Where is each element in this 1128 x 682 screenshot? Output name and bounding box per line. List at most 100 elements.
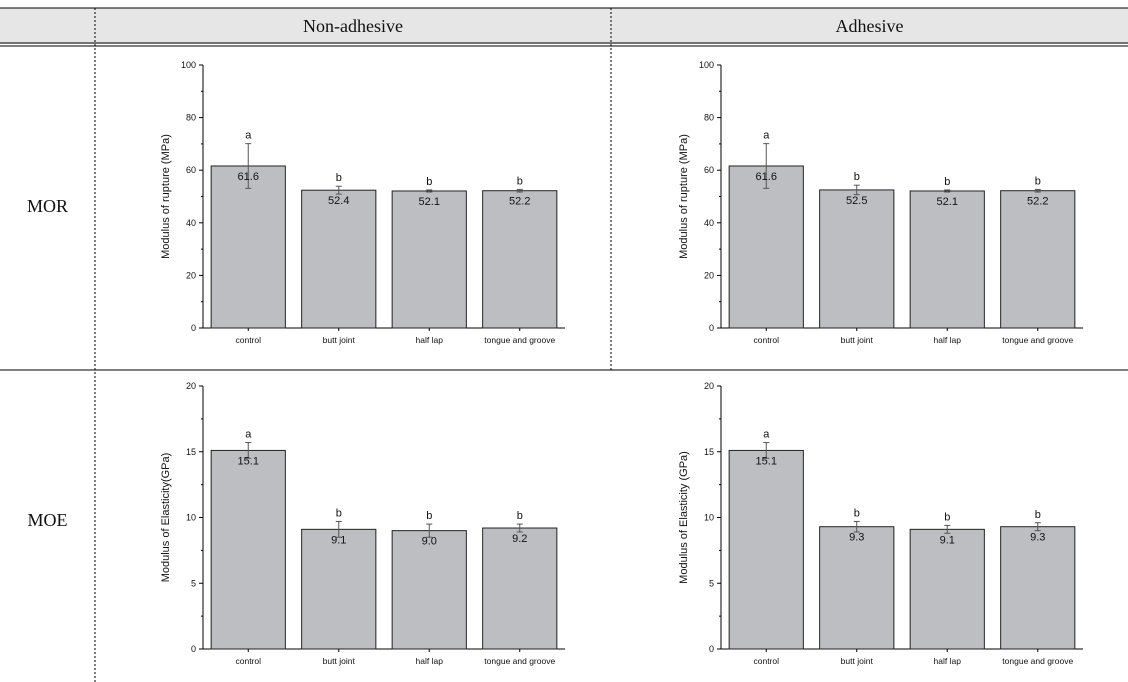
x-tick-label: tongue and groove: [484, 656, 555, 666]
y-tick-label: 20: [186, 381, 196, 391]
y-tick-label: 15: [704, 447, 714, 457]
row-label-mor: MOR: [26, 196, 68, 216]
y-tick-label: 20: [186, 270, 196, 280]
column-header-adhesive: Adhesive: [835, 15, 904, 36]
y-tick-label: 40: [186, 218, 196, 228]
data-label: 52.2: [1027, 196, 1048, 208]
chart-moe-non-adhesive: 0 5 10 15 20 Modulus of Elasticity(GPa) a 15.1 c…: [160, 381, 565, 666]
data-label: 9.1: [940, 534, 955, 546]
significance-letter: b: [944, 511, 950, 523]
significance-letter: b: [426, 176, 432, 188]
y-axis-label: Modulus of Elasticity (GPa): [678, 451, 690, 584]
y-tick-label: 0: [709, 323, 714, 333]
significance-letter: a: [763, 429, 770, 441]
bar: [819, 189, 895, 329]
significance-letter: b: [1035, 175, 1041, 187]
bar: [482, 527, 558, 650]
x-tick-label: butt joint: [841, 656, 874, 666]
data-label: 15.1: [756, 455, 777, 467]
x-tick-label: butt joint: [323, 335, 356, 345]
data-label: 52.4: [328, 195, 349, 207]
x-tick-label: control: [235, 335, 261, 345]
data-label: 52.1: [419, 196, 440, 208]
data-label: 9.0: [422, 536, 437, 548]
y-axis-label: Modulus of Elasticity(GPa): [160, 453, 172, 583]
x-tick-label: tongue and groove: [1002, 335, 1073, 345]
significance-letter: b: [336, 172, 342, 184]
data-label: 9.2: [512, 533, 527, 545]
y-tick-label: 10: [186, 513, 196, 523]
bar: [391, 530, 467, 650]
y-tick-label: 40: [704, 218, 714, 228]
x-tick-label: butt joint: [841, 335, 874, 345]
data-label: 15.1: [238, 455, 259, 467]
x-tick-label: half lap: [416, 656, 444, 666]
significance-letter: a: [245, 130, 252, 142]
x-tick-label: half lap: [416, 335, 444, 345]
y-tick-label: 20: [704, 381, 714, 391]
significance-letter: b: [944, 176, 950, 188]
bar: [391, 190, 467, 329]
x-tick-label: butt joint: [323, 656, 356, 666]
y-axis-label: Modulus of rupture (MPa): [678, 134, 690, 259]
column-header-non-adhesive: Non-adhesive: [303, 15, 403, 36]
bar: [210, 165, 286, 329]
y-tick-label: 0: [191, 323, 196, 333]
chart-mor-adhesive: 0 20 40 60 80 100 Modulus of rupture (MPa) a 61.…: [678, 60, 1083, 345]
significance-letter: b: [854, 171, 860, 183]
y-tick-label: 100: [699, 60, 714, 70]
y-tick-label: 15: [186, 447, 196, 457]
bar: [482, 190, 558, 329]
x-tick-label: half lap: [934, 656, 962, 666]
y-tick-label: 20: [704, 270, 714, 280]
y-tick-label: 5: [709, 578, 714, 588]
significance-letter: b: [517, 510, 523, 522]
significance-letter: b: [854, 507, 860, 519]
chart-mor-non-adhesive: 0 20 40 60 80 100 Modulus of rupture (MPa) a 61.…: [160, 60, 565, 345]
data-label: 61.6: [238, 171, 259, 183]
x-tick-label: tongue and groove: [484, 335, 555, 345]
significance-letter: b: [517, 175, 523, 187]
chart-moe-adhesive: 0 5 10 15 20 Modulus of Elasticity (GPa) a 15.1…: [678, 381, 1083, 666]
y-axis-label: Modulus of rupture (MPa): [160, 134, 172, 259]
x-tick-label: half lap: [934, 335, 962, 345]
bar: [210, 449, 286, 650]
x-tick-label: control: [753, 335, 779, 345]
bar: [1000, 526, 1076, 650]
significance-letter: b: [426, 510, 432, 522]
y-tick-label: 60: [186, 165, 196, 175]
data-label: 9.1: [331, 534, 346, 546]
x-tick-label: control: [235, 656, 261, 666]
data-label: 61.6: [756, 171, 777, 183]
significance-letter: b: [336, 507, 342, 519]
significance-letter: a: [245, 429, 252, 441]
data-label: 52.5: [846, 195, 867, 207]
significance-letter: a: [763, 130, 770, 142]
x-tick-label: control: [753, 656, 779, 666]
bar: [301, 189, 377, 329]
data-label: 52.1: [937, 196, 958, 208]
y-tick-label: 80: [186, 113, 196, 123]
y-tick-label: 10: [704, 513, 714, 523]
x-tick-label: tongue and groove: [1002, 656, 1073, 666]
header-background: [0, 8, 1128, 44]
y-tick-label: 0: [191, 644, 196, 654]
data-label: 9.3: [1030, 532, 1045, 544]
bar: [728, 449, 804, 650]
bar: [728, 165, 804, 329]
y-tick-label: 0: [709, 644, 714, 654]
bar: [1000, 190, 1076, 329]
bar: [301, 528, 377, 650]
y-tick-label: 100: [181, 60, 196, 70]
y-tick-label: 60: [704, 165, 714, 175]
bar: [909, 190, 985, 329]
bar: [819, 526, 895, 650]
data-label: 9.3: [849, 532, 864, 544]
significance-letter: b: [1035, 509, 1041, 521]
bar: [909, 528, 985, 650]
y-tick-label: 5: [191, 578, 196, 588]
row-label-moe: MOE: [27, 510, 68, 530]
y-tick-label: 80: [704, 113, 714, 123]
data-label: 52.2: [509, 196, 530, 208]
